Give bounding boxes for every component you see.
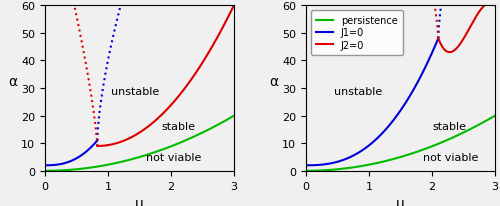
J2=0 bbox=[462, 35, 468, 38]
Line: J2=0: J2=0 bbox=[438, 4, 495, 53]
J2=0 bbox=[482, 5, 488, 7]
Text: unstable: unstable bbox=[334, 86, 382, 96]
J2=0 bbox=[491, 4, 497, 6]
Legend: persistence, J1=0, J2=0: persistence, J1=0, J2=0 bbox=[311, 11, 402, 55]
J1=0 bbox=[412, 87, 418, 90]
J1=0 bbox=[374, 137, 380, 139]
X-axis label: μ: μ bbox=[135, 196, 144, 206]
persistence bbox=[488, 117, 494, 120]
J2=0 bbox=[462, 35, 468, 37]
persistence bbox=[458, 133, 464, 135]
persistence bbox=[303, 170, 309, 172]
J1=0 bbox=[432, 45, 438, 48]
Y-axis label: α: α bbox=[269, 75, 278, 89]
J2=0 bbox=[446, 52, 452, 54]
Text: unstable: unstable bbox=[111, 86, 160, 96]
Text: stable: stable bbox=[432, 122, 466, 132]
J1=0 bbox=[382, 130, 388, 132]
J2=0 bbox=[469, 23, 475, 25]
persistence bbox=[392, 157, 398, 160]
X-axis label: μ: μ bbox=[396, 196, 405, 206]
Y-axis label: α: α bbox=[8, 75, 18, 89]
Line: J1=0: J1=0 bbox=[306, 39, 438, 165]
J2=0 bbox=[492, 5, 498, 7]
J2=0 bbox=[436, 38, 442, 40]
J1=0 bbox=[366, 145, 372, 147]
Text: stable: stable bbox=[162, 122, 196, 132]
J1=0 bbox=[366, 144, 372, 146]
persistence bbox=[416, 150, 422, 153]
Text: not viable: not viable bbox=[422, 152, 478, 162]
persistence bbox=[492, 115, 498, 117]
J1=0 bbox=[303, 164, 309, 167]
persistence bbox=[405, 154, 411, 156]
Text: not viable: not viable bbox=[146, 152, 201, 162]
J2=0 bbox=[466, 28, 472, 31]
Line: persistence: persistence bbox=[306, 116, 495, 171]
J1=0 bbox=[436, 38, 442, 40]
J2=0 bbox=[487, 3, 493, 5]
persistence bbox=[394, 157, 400, 159]
